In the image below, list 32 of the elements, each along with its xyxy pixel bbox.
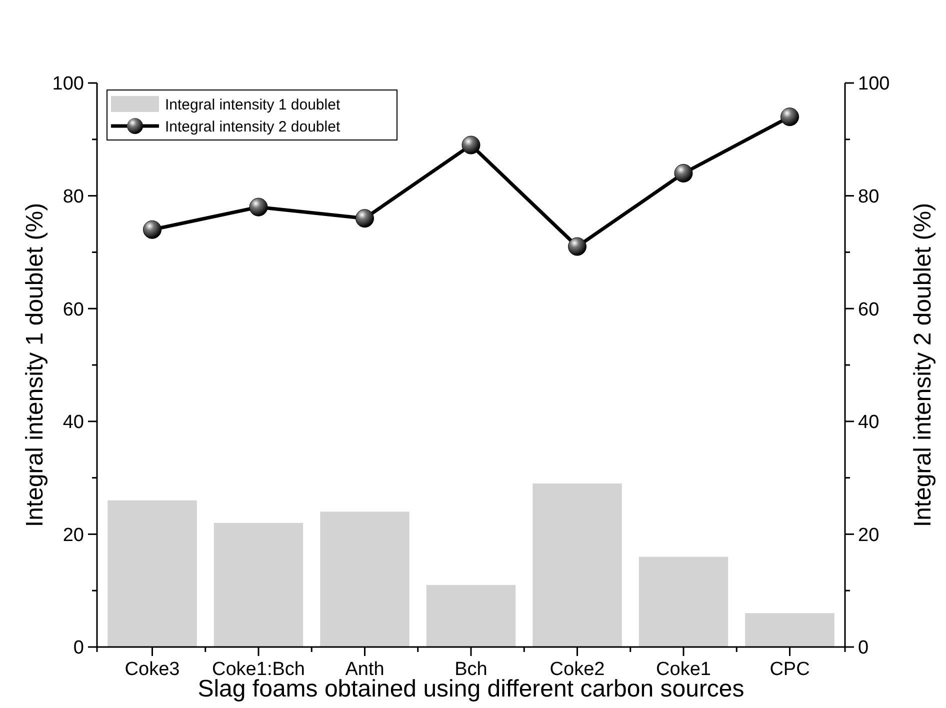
bar (638, 556, 728, 647)
y-tick-label: 80 (62, 186, 84, 208)
bar (214, 522, 304, 647)
bar (532, 483, 622, 647)
legend-label: Integral intensity 1 doublet (165, 96, 341, 114)
bar (108, 500, 197, 647)
y2-tick-label: 100 (858, 74, 890, 95)
point (143, 220, 162, 239)
point (568, 237, 586, 256)
point (249, 198, 268, 216)
y-axis-title: Integral intensity 1 doublet (%) (21, 202, 48, 528)
bar (320, 512, 410, 647)
y-tick-label: 0 (73, 638, 84, 659)
y2-tick-label: 40 (858, 412, 880, 434)
legend-label: Integral intensity 2 doublet (165, 118, 341, 136)
x-tick-label: CPC (770, 659, 810, 680)
y-tick-label: 100 (52, 74, 84, 95)
y-tick-label: 40 (62, 412, 84, 434)
y2-tick-label: 60 (858, 299, 880, 320)
bar (426, 584, 516, 647)
bar (745, 613, 834, 647)
x-tick-label: Coke3 (124, 659, 180, 680)
y2-axis-title: Integral intensity 2 doublet (%) (909, 202, 936, 528)
y2-tick-label: 80 (858, 186, 880, 208)
point (356, 209, 374, 228)
y2-tick-label: 0 (858, 638, 869, 659)
point (780, 108, 799, 126)
point (674, 164, 693, 182)
y-tick-label: 20 (62, 524, 84, 546)
y-tick-label: 60 (62, 299, 84, 320)
y2-tick-label: 20 (858, 524, 880, 546)
point (462, 136, 480, 154)
